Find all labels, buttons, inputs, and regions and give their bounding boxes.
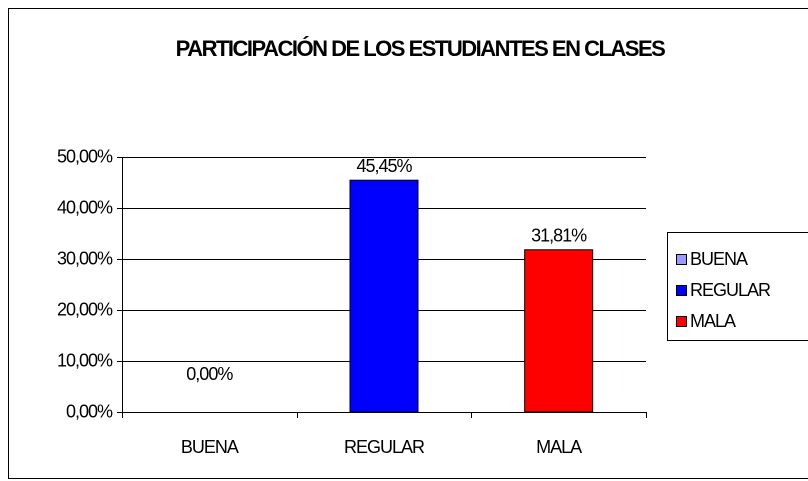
y-tick-label: 40,00% [57,197,113,217]
value-label: 45,45% [356,156,412,176]
legend-box [667,232,808,341]
x-tick-label: MALA [536,437,582,457]
chart-title: PARTICIPACIÓN DE LOS ESTUDIANTES EN CLAS… [175,36,666,61]
legend-label: REGULAR [690,280,771,300]
legend-label: BUENA [690,249,748,269]
value-label: 31,81% [531,226,587,246]
bar [524,249,594,413]
value-label: 0,00% [186,364,233,384]
y-tick-label: 0,00% [66,401,113,421]
legend-label: MALA [690,311,736,331]
legend-swatch [676,285,687,296]
legend-swatch [676,316,687,327]
y-tick-label: 20,00% [57,299,113,319]
y-tick-label: 10,00% [57,350,113,370]
y-tick-label: 50,00% [57,146,113,166]
bar [349,179,419,413]
legend-swatch [676,254,687,265]
x-tick-label: BUENA [181,437,239,457]
y-tick-label: 30,00% [57,248,113,268]
x-tick-label: REGULAR [344,437,425,457]
